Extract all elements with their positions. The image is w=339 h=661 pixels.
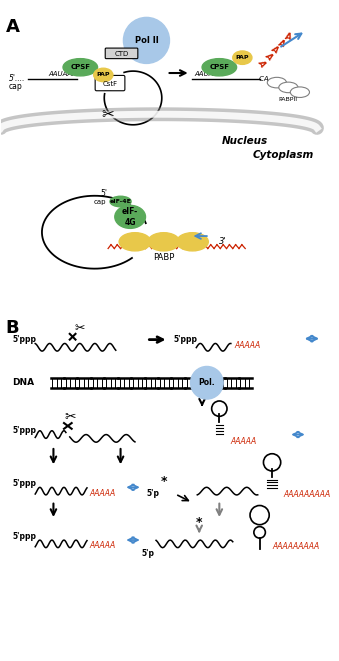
Text: ✂: ✂ — [64, 410, 76, 424]
Ellipse shape — [267, 77, 286, 88]
FancyBboxPatch shape — [105, 48, 138, 59]
Circle shape — [123, 17, 170, 63]
Text: cap: cap — [93, 198, 106, 204]
Text: A: A — [277, 38, 286, 49]
Text: AAAAA: AAAAA — [89, 488, 115, 498]
Text: AAAAA: AAAAA — [231, 437, 257, 446]
Text: AAAAA: AAAAA — [235, 341, 261, 350]
Text: —CA: —CA — [253, 76, 270, 82]
Text: Cytoplasm: Cytoplasm — [253, 149, 314, 159]
Text: CPSF: CPSF — [210, 64, 230, 70]
Ellipse shape — [63, 59, 98, 76]
Text: B: B — [5, 319, 19, 336]
Text: A: A — [263, 51, 274, 62]
Text: 5'....: 5'.... — [8, 74, 25, 83]
Text: 5'ppp: 5'ppp — [12, 479, 36, 488]
Ellipse shape — [110, 196, 131, 207]
Ellipse shape — [202, 59, 237, 76]
Text: 5'ppp: 5'ppp — [12, 426, 36, 435]
Circle shape — [263, 453, 281, 471]
Text: 3': 3' — [219, 237, 227, 247]
Text: DNA: DNA — [12, 378, 34, 387]
Text: PABPII: PABPII — [279, 97, 298, 102]
Circle shape — [250, 506, 269, 525]
Text: A: A — [5, 19, 19, 36]
Text: Nucleus: Nucleus — [222, 136, 268, 146]
Ellipse shape — [290, 87, 310, 97]
Ellipse shape — [119, 233, 151, 251]
Text: PAP: PAP — [236, 55, 249, 60]
Text: AAAAAAAAA: AAAAAAAAA — [272, 542, 319, 551]
Text: *: * — [160, 475, 167, 488]
Text: 5'ppp: 5'ppp — [12, 335, 36, 344]
Text: *: * — [196, 516, 202, 529]
Text: GU: GU — [103, 87, 113, 92]
Text: cap: cap — [8, 82, 22, 91]
Text: AAUAAA: AAUAAA — [48, 71, 78, 77]
Circle shape — [191, 366, 223, 399]
Ellipse shape — [115, 206, 145, 228]
Ellipse shape — [177, 233, 208, 251]
Ellipse shape — [233, 51, 252, 64]
Text: 5'ppp: 5'ppp — [12, 531, 36, 541]
Ellipse shape — [148, 233, 180, 251]
Text: Pol.: Pol. — [199, 378, 215, 387]
Text: ✂: ✂ — [102, 107, 115, 122]
Text: eIF-4E: eIF-4E — [109, 199, 132, 204]
Text: ✂: ✂ — [74, 322, 84, 334]
Text: CPSF: CPSF — [70, 64, 90, 70]
Text: AAUAAA: AAUAAA — [194, 71, 223, 77]
Ellipse shape — [94, 68, 113, 82]
Text: 5'p: 5'p — [142, 549, 155, 558]
FancyBboxPatch shape — [95, 75, 125, 91]
Text: A: A — [256, 58, 267, 69]
Text: AAAAAAAAA: AAAAAAAAA — [284, 490, 331, 498]
Text: 5'p: 5'p — [146, 488, 159, 498]
Circle shape — [212, 401, 227, 416]
Text: eIF-
4G: eIF- 4G — [122, 207, 138, 227]
Text: CTD: CTD — [114, 51, 128, 57]
Text: Pol II: Pol II — [135, 36, 158, 45]
Text: A: A — [285, 32, 292, 42]
Text: A: A — [270, 44, 280, 56]
Text: PAP: PAP — [97, 73, 110, 77]
Text: PABP: PABP — [153, 253, 174, 262]
Text: AAAAA: AAAAA — [89, 541, 115, 551]
Circle shape — [254, 527, 265, 538]
Text: 5': 5' — [101, 189, 108, 198]
Text: 5'ppp: 5'ppp — [173, 335, 197, 344]
Ellipse shape — [279, 82, 298, 93]
Text: CstF: CstF — [102, 81, 118, 87]
